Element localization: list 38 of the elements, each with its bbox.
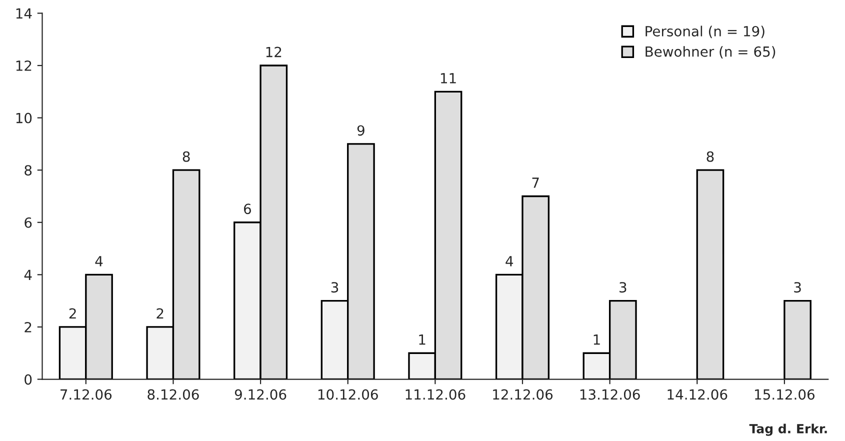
data-label: 6 — [244, 204, 251, 214]
x-tick-label: 9.12.06 — [234, 389, 286, 400]
y-tick-label: 10 — [16, 112, 32, 124]
data-label: 2 — [69, 308, 76, 319]
data-label: 3 — [620, 282, 626, 293]
data-label: 8 — [706, 151, 714, 162]
x-tick-label: 11.12.06 — [406, 389, 466, 400]
data-label: 3 — [794, 282, 801, 293]
y-tick-label: 12 — [16, 60, 32, 71]
x-tick-label: 14.12.06 — [668, 389, 728, 400]
y-tick-label: 0 — [24, 374, 32, 385]
x-tick-label: 7.12.06 — [60, 389, 112, 400]
data-label: 2 — [156, 308, 164, 319]
x-tick-label: 8.12.06 — [148, 389, 199, 400]
x-tick-label: 12.12.06 — [493, 389, 553, 400]
data-label: 9 — [357, 125, 364, 136]
data-label: 3 — [331, 282, 338, 293]
y-tick-label: 4 — [24, 270, 32, 280]
x-axis-title: Tag d. Erkr. — [749, 424, 827, 436]
data-label: 4 — [95, 256, 103, 266]
data-label: 4 — [506, 256, 514, 266]
data-label: 8 — [182, 151, 190, 162]
x-tick-label: 13.12.06 — [580, 389, 640, 400]
y-tick-label: 6 — [24, 217, 32, 228]
bar — [784, 300, 812, 380]
y-tick-label: 14 — [16, 8, 32, 19]
data-label: 7 — [532, 178, 539, 188]
data-label: 1 — [419, 334, 426, 345]
legend-label: Personal (n = 19) — [646, 26, 764, 38]
data-label: 11 — [440, 73, 456, 84]
data-label: 12 — [266, 46, 282, 58]
data-label: 1 — [594, 334, 600, 345]
x-tick-label: 10.12.06 — [318, 389, 378, 400]
bar — [696, 169, 724, 380]
y-tick-label: 8 — [24, 165, 32, 176]
legend-label: Bewohner (n = 65) — [646, 46, 776, 58]
y-tick-label: 2 — [24, 322, 32, 332]
x-tick-label: 15.12.06 — [755, 389, 814, 400]
